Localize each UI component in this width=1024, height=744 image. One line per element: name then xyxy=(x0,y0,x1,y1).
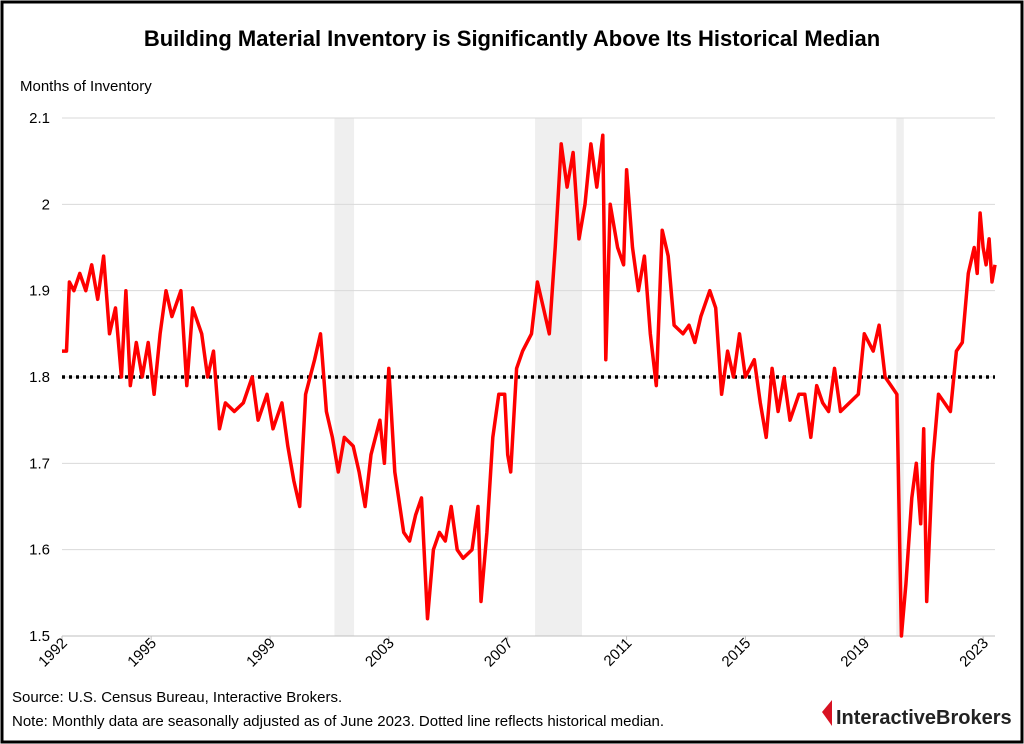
y-tick-label: 1.9 xyxy=(29,283,50,300)
y-tick-label: 1.6 xyxy=(29,542,50,559)
y-tick-label: 1.7 xyxy=(29,455,50,472)
y-tick-label: 2 xyxy=(42,196,50,213)
y-tick-label: 2.1 xyxy=(29,110,50,127)
source: Source: U.S. Census Bureau, Interactive … xyxy=(12,689,342,706)
y-tick-label: 1.8 xyxy=(29,369,50,386)
logo-icon xyxy=(822,700,832,726)
data-line xyxy=(62,133,997,638)
note: Note: Monthly data are seasonally adjust… xyxy=(12,713,664,730)
logo: InteractiveBrokers xyxy=(836,707,1012,729)
y-axis-label: Months of Inventory xyxy=(20,78,152,95)
y-tick-label: 1.5 xyxy=(29,628,50,645)
chart-title: Building Material Inventory is Significa… xyxy=(144,26,880,51)
